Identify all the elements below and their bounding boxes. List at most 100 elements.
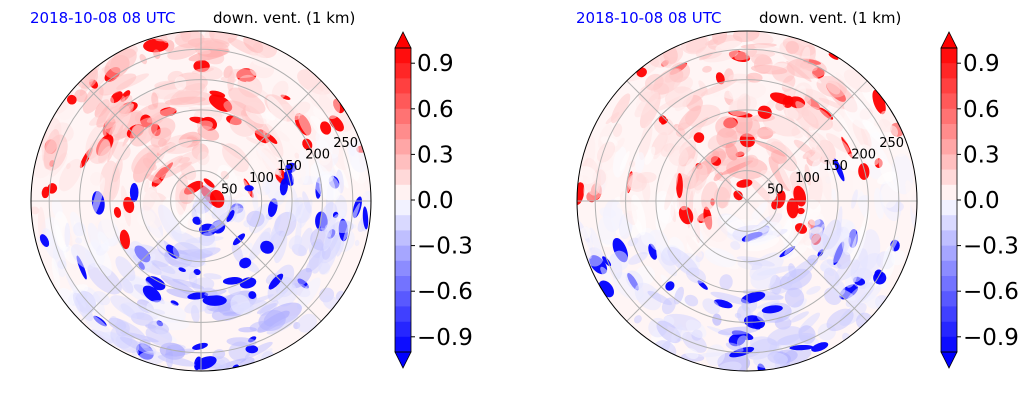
field-blob [744,221,782,246]
field-blob [818,97,845,110]
field-blob [248,291,257,300]
field-blob [851,189,858,209]
colorbar-level [941,321,957,338]
field-blob [157,355,196,367]
field-blob [881,139,889,147]
field-blob [804,164,812,186]
colorbar-level [395,306,411,322]
field-blob [864,294,881,309]
field-blob [734,113,753,135]
field-blob [712,313,722,326]
colorbar-level [395,260,411,277]
polar-frame [30,30,372,372]
field-blob [750,267,777,290]
field-blob [226,337,257,347]
colorbar-level [941,184,957,201]
field-blob [889,136,910,157]
field-blob [754,44,788,55]
field-blob [757,105,772,119]
colorbar-level [941,230,957,246]
field-blob [203,178,215,188]
field-blob [715,116,738,138]
colorbar-tick-label: −0.6 [963,279,1019,305]
field-blob [158,204,182,242]
field-blob [328,231,340,254]
field-blob [362,206,369,230]
colorbar-tick-label: 0.3 [963,142,1000,168]
field-blob [257,147,282,176]
field-blob [807,254,819,266]
field-blob [198,49,211,55]
field-blob [717,326,759,336]
field-blob [718,156,755,166]
field-blob [693,207,701,244]
colorbar-tick-label: 0.0 [417,188,454,214]
colorbar-extend-max [394,31,412,49]
field-blob [74,89,88,103]
field-blob [831,188,837,201]
field-blob [789,344,814,351]
field-blob [852,119,872,150]
field-blob [845,153,862,171]
field-blob [837,289,856,301]
field-blob [678,205,694,225]
field-blob [329,115,344,132]
field-blob [149,221,166,253]
field-blob [298,227,313,256]
field-blob [747,176,775,206]
field-blob [227,37,259,56]
field-blob [191,67,214,74]
grid-spoke [200,200,322,322]
field-blob [806,152,812,160]
grid-spoke [746,80,868,202]
colorbar-level [395,276,411,292]
field-blob [31,206,40,215]
field-blob [633,315,642,324]
field-blob [619,151,630,172]
field-blob [878,118,893,133]
field-blob [820,258,834,272]
field-blob [174,76,187,91]
field-blob [775,190,786,209]
colorbar-level [395,63,411,79]
field-blob [635,152,645,174]
field-blob [317,148,332,166]
field-blob [172,278,205,289]
field-blob [144,173,162,184]
field-blob [877,171,897,185]
field-blob [87,222,102,252]
field-blob [193,268,201,276]
field-blob [793,139,813,154]
field-blob [784,230,806,255]
field-blob [725,342,744,352]
field-blob [734,48,758,61]
field-blob [209,90,226,98]
field-blob [612,146,627,178]
field-blob [222,277,243,285]
field-blob [628,252,648,265]
colorbar-extend-min [394,351,412,369]
colorbar-level [395,336,411,353]
field-blob [719,274,733,290]
field-blob [131,124,147,141]
field-blob [336,238,345,257]
field-blob [271,80,289,100]
field-blob [625,270,644,290]
field-blob [697,208,706,222]
field-blob [151,92,159,108]
field-blob [736,179,753,188]
colorbar-level [941,200,957,216]
grid-spoke [626,200,748,322]
field-blob [872,89,886,115]
field-blob [41,228,60,260]
colorbar-level [395,321,411,338]
field-blob [66,163,71,170]
field-blob [251,187,259,213]
field-blob [734,312,742,319]
field-blob [220,76,237,83]
field-blob [729,346,755,358]
field-blob [859,144,879,166]
field-blob [149,155,183,182]
field-blob [858,163,870,180]
field-blob [806,285,821,295]
